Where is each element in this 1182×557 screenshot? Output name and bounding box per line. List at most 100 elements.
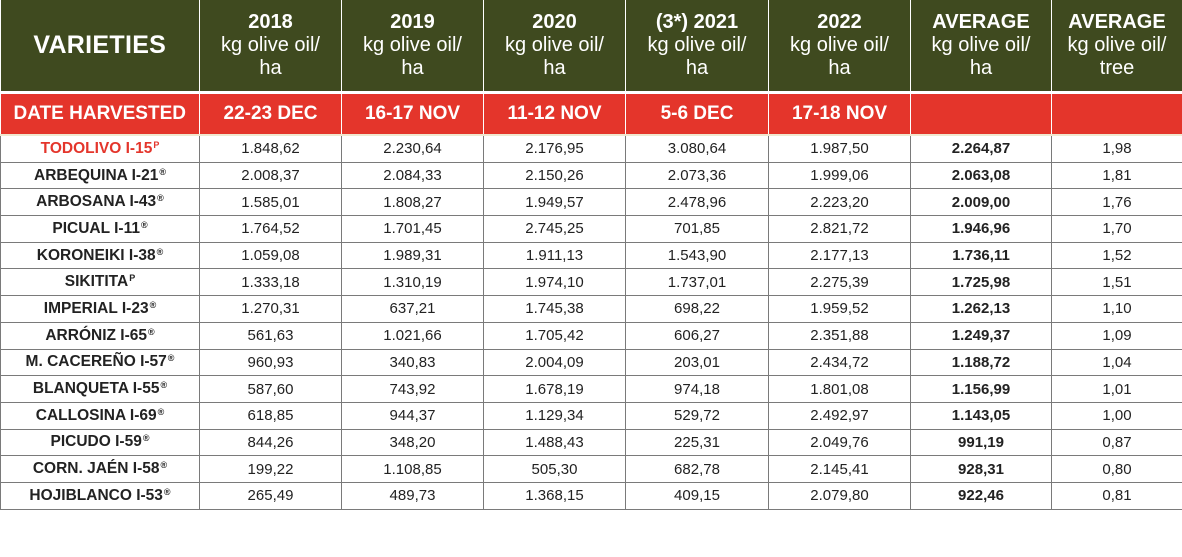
yield-cell: 489,73 — [341, 481, 484, 510]
average-ha-cell: 2.009,00 — [910, 188, 1052, 217]
yield-cell: 1.108,85 — [341, 455, 484, 483]
variety-mark: ® — [157, 406, 165, 417]
yield-cell: 1.808,27 — [341, 188, 484, 217]
yield-cell: 1.745,38 — [483, 295, 626, 323]
yield-cell: 1.333,18 — [199, 268, 342, 297]
col-header-unit: kg olive oil/ — [221, 34, 320, 56]
col-header-top: 2019 — [390, 11, 435, 33]
date-cell: 16-17 NOV — [341, 91, 484, 136]
average-ha-cell: 2.264,87 — [910, 134, 1052, 163]
yield-cell: 2.351,88 — [768, 321, 911, 350]
yield-cell: 1.848,62 — [199, 134, 342, 163]
yield-cell: 1.949,57 — [483, 188, 626, 217]
variety-name: PICUAL I-11® — [0, 215, 200, 243]
yield-cell: 1.310,19 — [341, 268, 484, 297]
yield-cell: 743,92 — [341, 375, 484, 403]
yield-cell: 1.678,19 — [483, 375, 626, 403]
average-tree-cell: 1,52 — [1051, 241, 1182, 270]
olive-oil-yield-table: VARIETIES 2018 kg olive oil/ha 2019 kg oli… — [0, 0, 1182, 510]
average-ha-cell: 922,46 — [910, 481, 1052, 510]
variety-name: BLANQUETA I-55® — [0, 375, 200, 403]
yield-cell: 2.434,72 — [768, 348, 911, 377]
average-tree-cell: 1,10 — [1051, 295, 1182, 323]
col-header-2021: (3*) 2021 kg olive oil/ha — [625, 0, 769, 93]
yield-cell: 1.270,31 — [199, 295, 342, 323]
average-ha-cell: 1.249,37 — [910, 321, 1052, 350]
average-tree-cell: 1,98 — [1051, 134, 1182, 163]
average-ha-cell: 928,31 — [910, 455, 1052, 483]
col-header-unit: kg olive oil/ — [363, 34, 462, 56]
variety-name-text: SIKITITA — [64, 273, 129, 291]
yield-cell: 409,15 — [625, 481, 769, 510]
variety-name: ARBEQUINA I-21® — [0, 161, 200, 190]
table-row: ARBEQUINA I-21® 2.008,37 2.084,33 2.150,26 2… — [0, 161, 1182, 190]
date-cell — [910, 91, 1052, 136]
yield-cell: 698,22 — [625, 295, 769, 323]
table-row: TODOLIVO I-15P 1.848,62 2.230,64 2.176,95 3.… — [0, 134, 1182, 163]
yield-cell: 2.223,20 — [768, 188, 911, 217]
yield-cell: 1.129,34 — [483, 401, 626, 430]
variety-mark: P — [129, 273, 136, 284]
variety-name: HOJIBLANCO I-53® — [0, 481, 200, 510]
variety-mark: ® — [149, 299, 157, 310]
variety-name: CALLOSINA I-69® — [0, 401, 200, 430]
header-row: VARIETIES 2018 kg olive oil/ha 2019 kg oli… — [0, 0, 1182, 93]
yield-cell: 637,21 — [341, 295, 484, 323]
yield-cell: 701,85 — [625, 215, 769, 243]
variety-mark: P — [153, 139, 160, 150]
yield-cell: 1.987,50 — [768, 134, 911, 163]
yield-cell: 1.021,66 — [341, 321, 484, 350]
yield-cell: 618,85 — [199, 401, 342, 430]
col-header-2022: 2022 kg olive oil/ha — [768, 0, 911, 93]
average-tree-cell: 1,09 — [1051, 321, 1182, 350]
variety-name-text: ARBOSANA I-43 — [36, 193, 157, 211]
variety-name-text: KORONEIKI I-38 — [36, 246, 156, 264]
table-row: PICUDO I-59® 844,26 348,20 1.488,43 225,31 2.… — [0, 428, 1182, 457]
col-header-unit: kg olive oil/ — [790, 34, 889, 56]
yield-cell: 1.701,45 — [341, 215, 484, 243]
date-cell: 5-6 DEC — [625, 91, 769, 136]
col-header-top: AVERAGE — [1068, 11, 1166, 33]
average-ha-cell: 1.946,96 — [910, 215, 1052, 243]
table-row: ARRÓNIZ I-65® 561,63 1.021,66 1.705,42 606,2… — [0, 321, 1182, 350]
average-tree-cell: 1,51 — [1051, 268, 1182, 297]
col-header-top: 2018 — [248, 11, 293, 33]
table-row: CORN. JAÉN I-58® 199,22 1.108,85 505,30 682,… — [0, 455, 1182, 483]
variety-name: TODOLIVO I-15P — [0, 134, 200, 163]
variety-mark: ® — [142, 433, 150, 444]
col-header-top: 2020 — [532, 11, 577, 33]
variety-name: SIKITITAP — [0, 268, 200, 297]
yield-cell: 1.911,13 — [483, 241, 626, 270]
yield-cell: 2.176,95 — [483, 134, 626, 163]
date-harvested-label: DATE HARVESTED — [0, 91, 200, 136]
variety-name-text: PICUAL I-11 — [52, 219, 140, 237]
table-row: PICUAL I-11® 1.764,52 1.701,45 2.745,25 701,… — [0, 215, 1182, 243]
yield-cell: 561,63 — [199, 321, 342, 350]
yield-cell: 529,72 — [625, 401, 769, 430]
average-tree-cell: 1,01 — [1051, 375, 1182, 403]
average-ha-cell: 1.262,13 — [910, 295, 1052, 323]
variety-name: ARRÓNIZ I-65® — [0, 321, 200, 350]
average-tree-cell: 0,81 — [1051, 481, 1182, 510]
variety-mark: ® — [160, 380, 168, 391]
table-body: DATE HARVESTED 22-23 DEC 16-17 NOV 11-12… — [0, 91, 1182, 510]
average-tree-cell: 1,70 — [1051, 215, 1182, 243]
variety-name-text: TODOLIVO I-15 — [40, 139, 153, 157]
variety-mark: ® — [163, 486, 171, 497]
variety-name-text: CALLOSINA I-69 — [35, 406, 157, 424]
average-tree-cell: 1,00 — [1051, 401, 1182, 430]
yield-cell: 844,26 — [199, 428, 342, 457]
variety-mark: ® — [167, 353, 175, 364]
yield-cell: 2.478,96 — [625, 188, 769, 217]
yield-cell: 2.150,26 — [483, 161, 626, 190]
variety-name-text: ARBEQUINA I-21 — [34, 166, 159, 184]
variety-name-text: HOJIBLANCO I-53 — [29, 486, 163, 504]
average-ha-cell: 991,19 — [910, 428, 1052, 457]
col-header-unit2: ha — [969, 57, 993, 79]
col-header-unit: kg olive oil/ — [647, 34, 747, 56]
variety-name: M. CACEREÑO I-57® — [0, 348, 200, 377]
yield-cell: 2.745,25 — [483, 215, 626, 243]
variety-name-text: ARRÓNIZ I-65 — [45, 326, 147, 344]
yield-cell: 2.230,64 — [341, 134, 484, 163]
date-cell: 11-12 NOV — [483, 91, 626, 136]
